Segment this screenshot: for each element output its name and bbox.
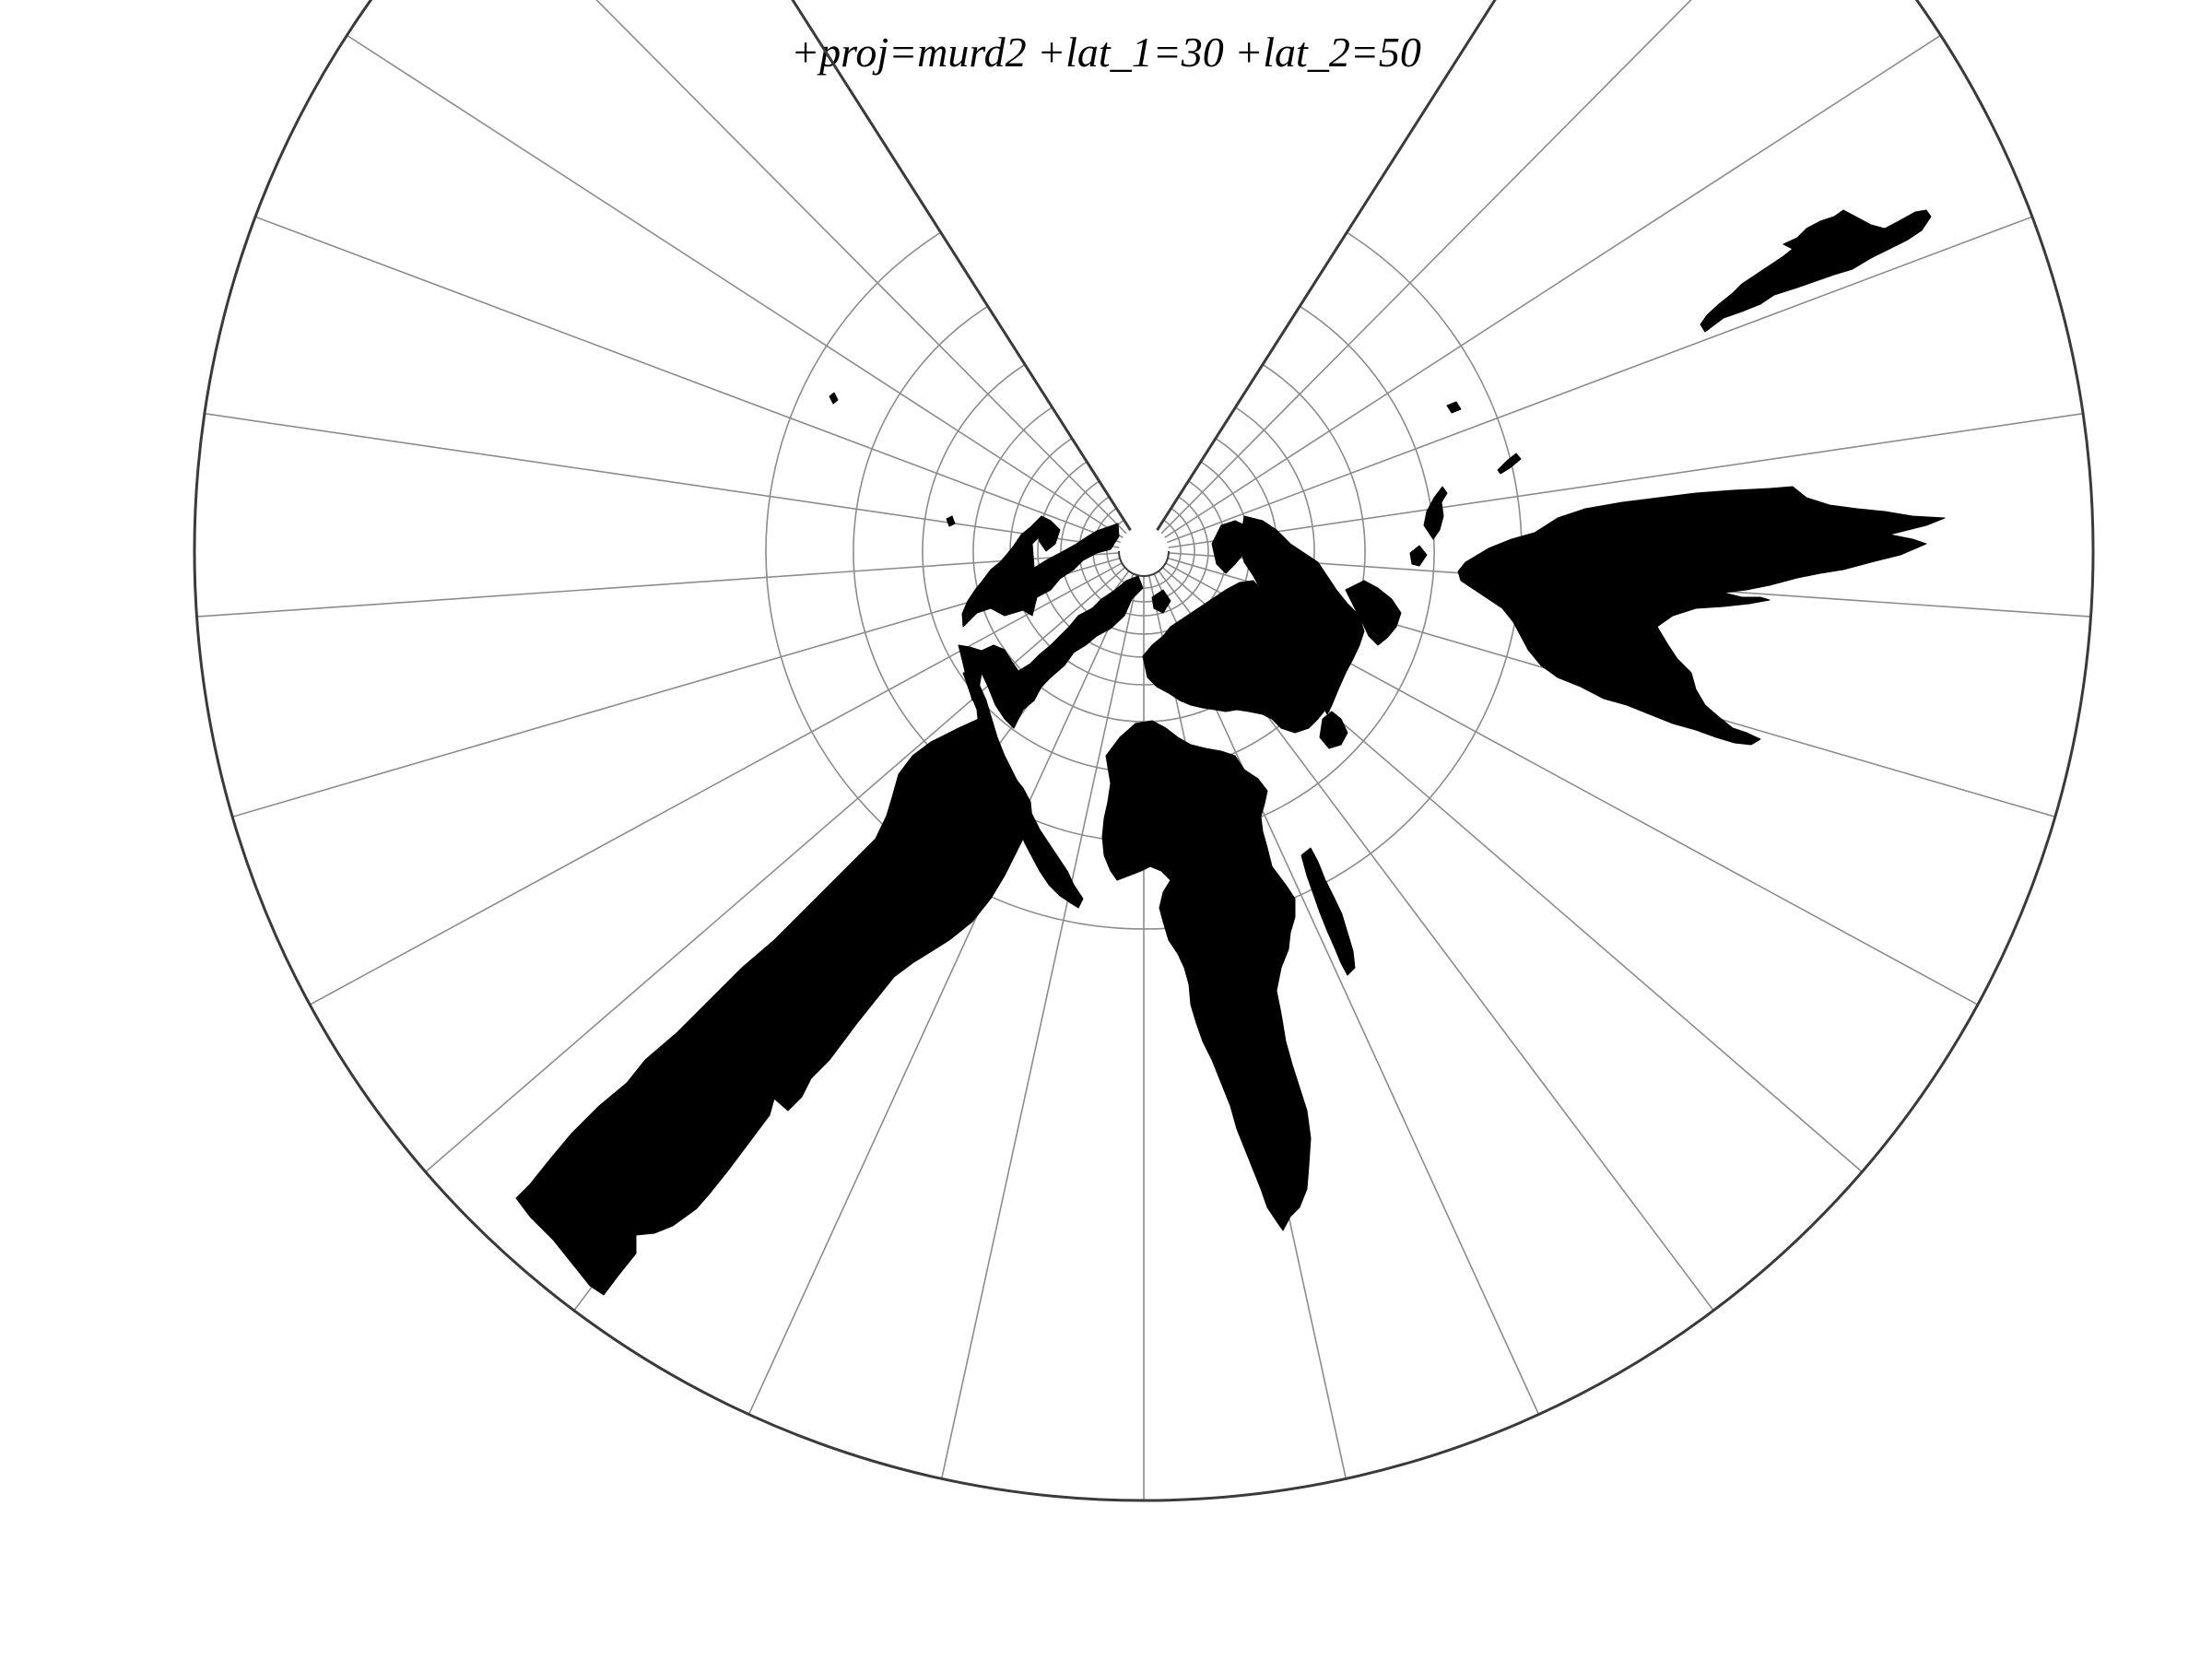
aleutian-islands-landmass (1446, 401, 1462, 414)
australia-landmass (1457, 486, 1946, 746)
parallel-arc (765, 231, 1523, 930)
pole-hole (1118, 550, 1170, 577)
meridian-line (1153, 573, 1540, 1415)
japan-islands-landmass (1409, 545, 1428, 567)
east-asia-landmass (1345, 580, 1402, 646)
south-america-landmass (515, 718, 1033, 1296)
parallel-arc (1009, 438, 1278, 686)
asia-landmass (1239, 515, 1365, 715)
north-america-landmass (961, 515, 1120, 628)
meridian-line (1164, 34, 1942, 538)
meridian-line (254, 216, 1121, 544)
africa-landmass (1101, 720, 1312, 1231)
japan-landmass (1423, 486, 1448, 540)
meridian-line (204, 412, 1120, 548)
madagascar-landmass (1300, 847, 1356, 976)
map-frame (193, 0, 2095, 1502)
parallel-arc (1078, 496, 1209, 617)
british-isles-landmass (1151, 589, 1171, 614)
meridian-line (595, 0, 1127, 535)
parallel-arc (972, 406, 1315, 723)
meridian-line (1167, 216, 2033, 544)
meridian-line (1160, 0, 1692, 535)
kuril-islands-landmass (1497, 453, 1522, 475)
meridian-line (940, 575, 1140, 1479)
north-america-east-landmass (958, 575, 1144, 729)
meridian-line (196, 552, 1120, 618)
meridian-line (747, 573, 1135, 1415)
new-zealand-landmass (1700, 209, 1932, 333)
greenland-landmass (1036, 520, 1061, 552)
pacific-islet-landmass (946, 515, 956, 527)
meridian-line (1168, 412, 2084, 548)
hawaii-landmass (829, 392, 839, 405)
landmasses (515, 209, 1946, 1296)
meridian-line (309, 562, 1123, 1006)
southeast-asia-landmass (1319, 711, 1348, 749)
meridian-line (346, 34, 1124, 538)
map-title: +proj=murd2 +lat_1=30 +lat_2=50 (791, 29, 1421, 76)
